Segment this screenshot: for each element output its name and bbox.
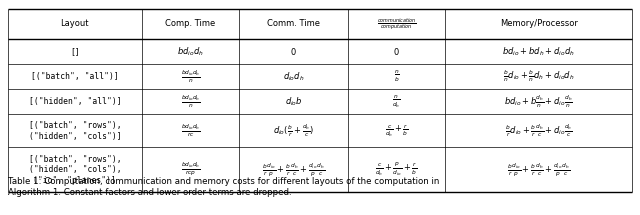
Text: $0$: $0$	[290, 46, 297, 57]
Text: []: []	[70, 47, 80, 56]
Text: $\frac{n}{b}$: $\frac{n}{b}$	[394, 69, 399, 84]
Text: Comp. Time: Comp. Time	[165, 19, 216, 28]
Text: $bd_{io}d_h$: $bd_{io}d_h$	[177, 45, 204, 58]
Text: [("hidden", "all")]: [("hidden", "all")]	[29, 97, 121, 106]
Text: [("batch", "rows"),
("hidden", "cols"),
("io", "planes")]: [("batch", "rows"), ("hidden", "cols"), …	[29, 155, 121, 185]
Text: $\frac{bd_{io}d_h}{n}$: $\frac{bd_{io}d_h}{n}$	[180, 94, 200, 110]
Text: $d_{io}(\frac{b}{r} + \frac{d_h}{c})$: $d_{io}(\frac{b}{r} + \frac{d_h}{c})$	[273, 123, 314, 139]
Text: $\frac{bd_{io}d_h}{n}$: $\frac{bd_{io}d_h}{n}$	[180, 69, 200, 85]
Text: Memory/Processor: Memory/Processor	[500, 19, 577, 28]
Text: $\frac{bd_{io}d_h}{rcp}$: $\frac{bd_{io}d_h}{rcp}$	[180, 161, 200, 178]
Text: Table 1: Computation, communication and memory costs for different layouts of th: Table 1: Computation, communication and …	[8, 177, 439, 197]
Text: $bd_{io} + bd_h + d_{io}d_h$: $bd_{io} + bd_h + d_{io}d_h$	[502, 45, 575, 58]
Text: $\frac{bd_{io}d_h}{rc}$: $\frac{bd_{io}d_h}{rc}$	[180, 123, 200, 139]
Text: Layout: Layout	[61, 19, 89, 28]
Text: [("batch", "rows"),
("hidden", "cols")]: [("batch", "rows"), ("hidden", "cols")]	[29, 121, 121, 141]
Text: $0$: $0$	[393, 46, 400, 57]
Text: $\frac{c}{d_h} + \frac{p}{d_{io}} + \frac{r}{b}$: $\frac{c}{d_h} + \frac{p}{d_{io}} + \fra…	[375, 161, 418, 178]
Text: $\frac{b}{r}\frac{d_{io}}{p} + \frac{b}{r}\frac{d_h}{c} + \frac{d_{io}}{p}\frac{: $\frac{b}{r}\frac{d_{io}}{p} + \frac{b}{…	[507, 161, 570, 178]
Text: $\frac{communication}{computation}$: $\frac{communication}{computation}$	[376, 16, 417, 32]
Text: Comm. Time: Comm. Time	[267, 19, 320, 28]
Text: $d_{io}d_h$: $d_{io}d_h$	[283, 70, 304, 83]
Text: [("batch", "all")]: [("batch", "all")]	[31, 72, 118, 81]
Text: $\frac{n}{d_h}$: $\frac{n}{d_h}$	[392, 94, 401, 110]
Text: $\frac{b}{r}\frac{d_{io}}{p} + \frac{b}{r}\frac{d_h}{c} + \frac{d_{io}}{p}\frac{: $\frac{b}{r}\frac{d_{io}}{p} + \frac{b}{…	[262, 161, 325, 178]
Text: $\frac{b}{n}d_{io} + \frac{b}{n}d_h + d_{io}d_h$: $\frac{b}{n}d_{io} + \frac{b}{n}d_h + d_…	[503, 69, 575, 84]
Text: $bd_{io} + b\frac{d_h}{n} + d_{io}\frac{d_h}{n}$: $bd_{io} + b\frac{d_h}{n} + d_{io}\frac{…	[504, 94, 573, 110]
Text: $d_{io}b$: $d_{io}b$	[285, 95, 302, 108]
Text: $\frac{b}{r}d_{io} + \frac{b}{r}\frac{d_h}{c} + d_{io}\frac{d_h}{c}$: $\frac{b}{r}d_{io} + \frac{b}{r}\frac{d_…	[505, 123, 572, 139]
Text: $\frac{c}{d_h} + \frac{r}{b}$: $\frac{c}{d_h} + \frac{r}{b}$	[385, 123, 408, 139]
